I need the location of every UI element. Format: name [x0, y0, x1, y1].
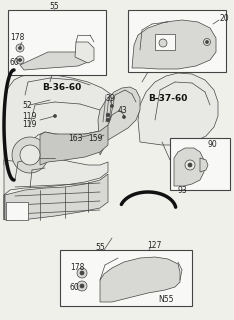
- Circle shape: [123, 116, 125, 118]
- Text: 43: 43: [118, 106, 128, 115]
- Circle shape: [54, 115, 56, 117]
- Text: 60: 60: [10, 58, 20, 67]
- Circle shape: [80, 271, 84, 275]
- Circle shape: [16, 56, 24, 64]
- Polygon shape: [4, 74, 120, 165]
- Circle shape: [20, 145, 40, 165]
- Circle shape: [159, 39, 167, 47]
- Bar: [60, 250, 192, 306]
- Polygon shape: [200, 158, 208, 172]
- Text: 127: 127: [147, 242, 161, 251]
- Bar: [8, 10, 106, 75]
- Text: B-36-60: B-36-60: [42, 83, 81, 92]
- Polygon shape: [100, 257, 180, 302]
- Circle shape: [205, 41, 208, 44]
- Text: 60: 60: [70, 283, 80, 292]
- Text: 39: 39: [105, 93, 115, 102]
- Text: 119: 119: [22, 119, 36, 129]
- Circle shape: [12, 137, 48, 173]
- Bar: [128, 10, 226, 72]
- Text: 90: 90: [207, 140, 217, 148]
- Text: N55: N55: [158, 295, 173, 305]
- Text: 52: 52: [22, 100, 32, 109]
- Polygon shape: [138, 73, 218, 145]
- Text: 93: 93: [178, 186, 188, 195]
- Circle shape: [77, 281, 87, 291]
- Polygon shape: [132, 20, 216, 69]
- Text: B-37-60: B-37-60: [148, 93, 187, 102]
- Polygon shape: [4, 152, 108, 220]
- Text: 178: 178: [10, 33, 24, 42]
- Text: 20: 20: [220, 13, 230, 22]
- Circle shape: [188, 163, 192, 167]
- Circle shape: [18, 59, 22, 61]
- Polygon shape: [20, 52, 88, 70]
- Text: 159: 159: [88, 133, 102, 142]
- Circle shape: [110, 105, 113, 108]
- Polygon shape: [174, 148, 204, 186]
- Text: 119: 119: [22, 111, 36, 121]
- Circle shape: [18, 46, 22, 50]
- Circle shape: [204, 38, 211, 45]
- Circle shape: [185, 160, 195, 170]
- Text: 55: 55: [49, 2, 59, 11]
- Circle shape: [106, 113, 110, 117]
- Circle shape: [80, 284, 84, 288]
- Circle shape: [77, 268, 87, 278]
- Polygon shape: [40, 125, 108, 165]
- Text: 163: 163: [68, 133, 83, 142]
- Circle shape: [106, 118, 110, 122]
- Text: 55: 55: [95, 243, 105, 252]
- Polygon shape: [75, 42, 94, 63]
- Circle shape: [16, 44, 24, 52]
- Polygon shape: [98, 87, 140, 155]
- Bar: [155, 34, 175, 50]
- Polygon shape: [5, 174, 108, 220]
- Bar: [6, 202, 28, 220]
- Text: 178: 178: [70, 262, 84, 271]
- Bar: [170, 138, 230, 190]
